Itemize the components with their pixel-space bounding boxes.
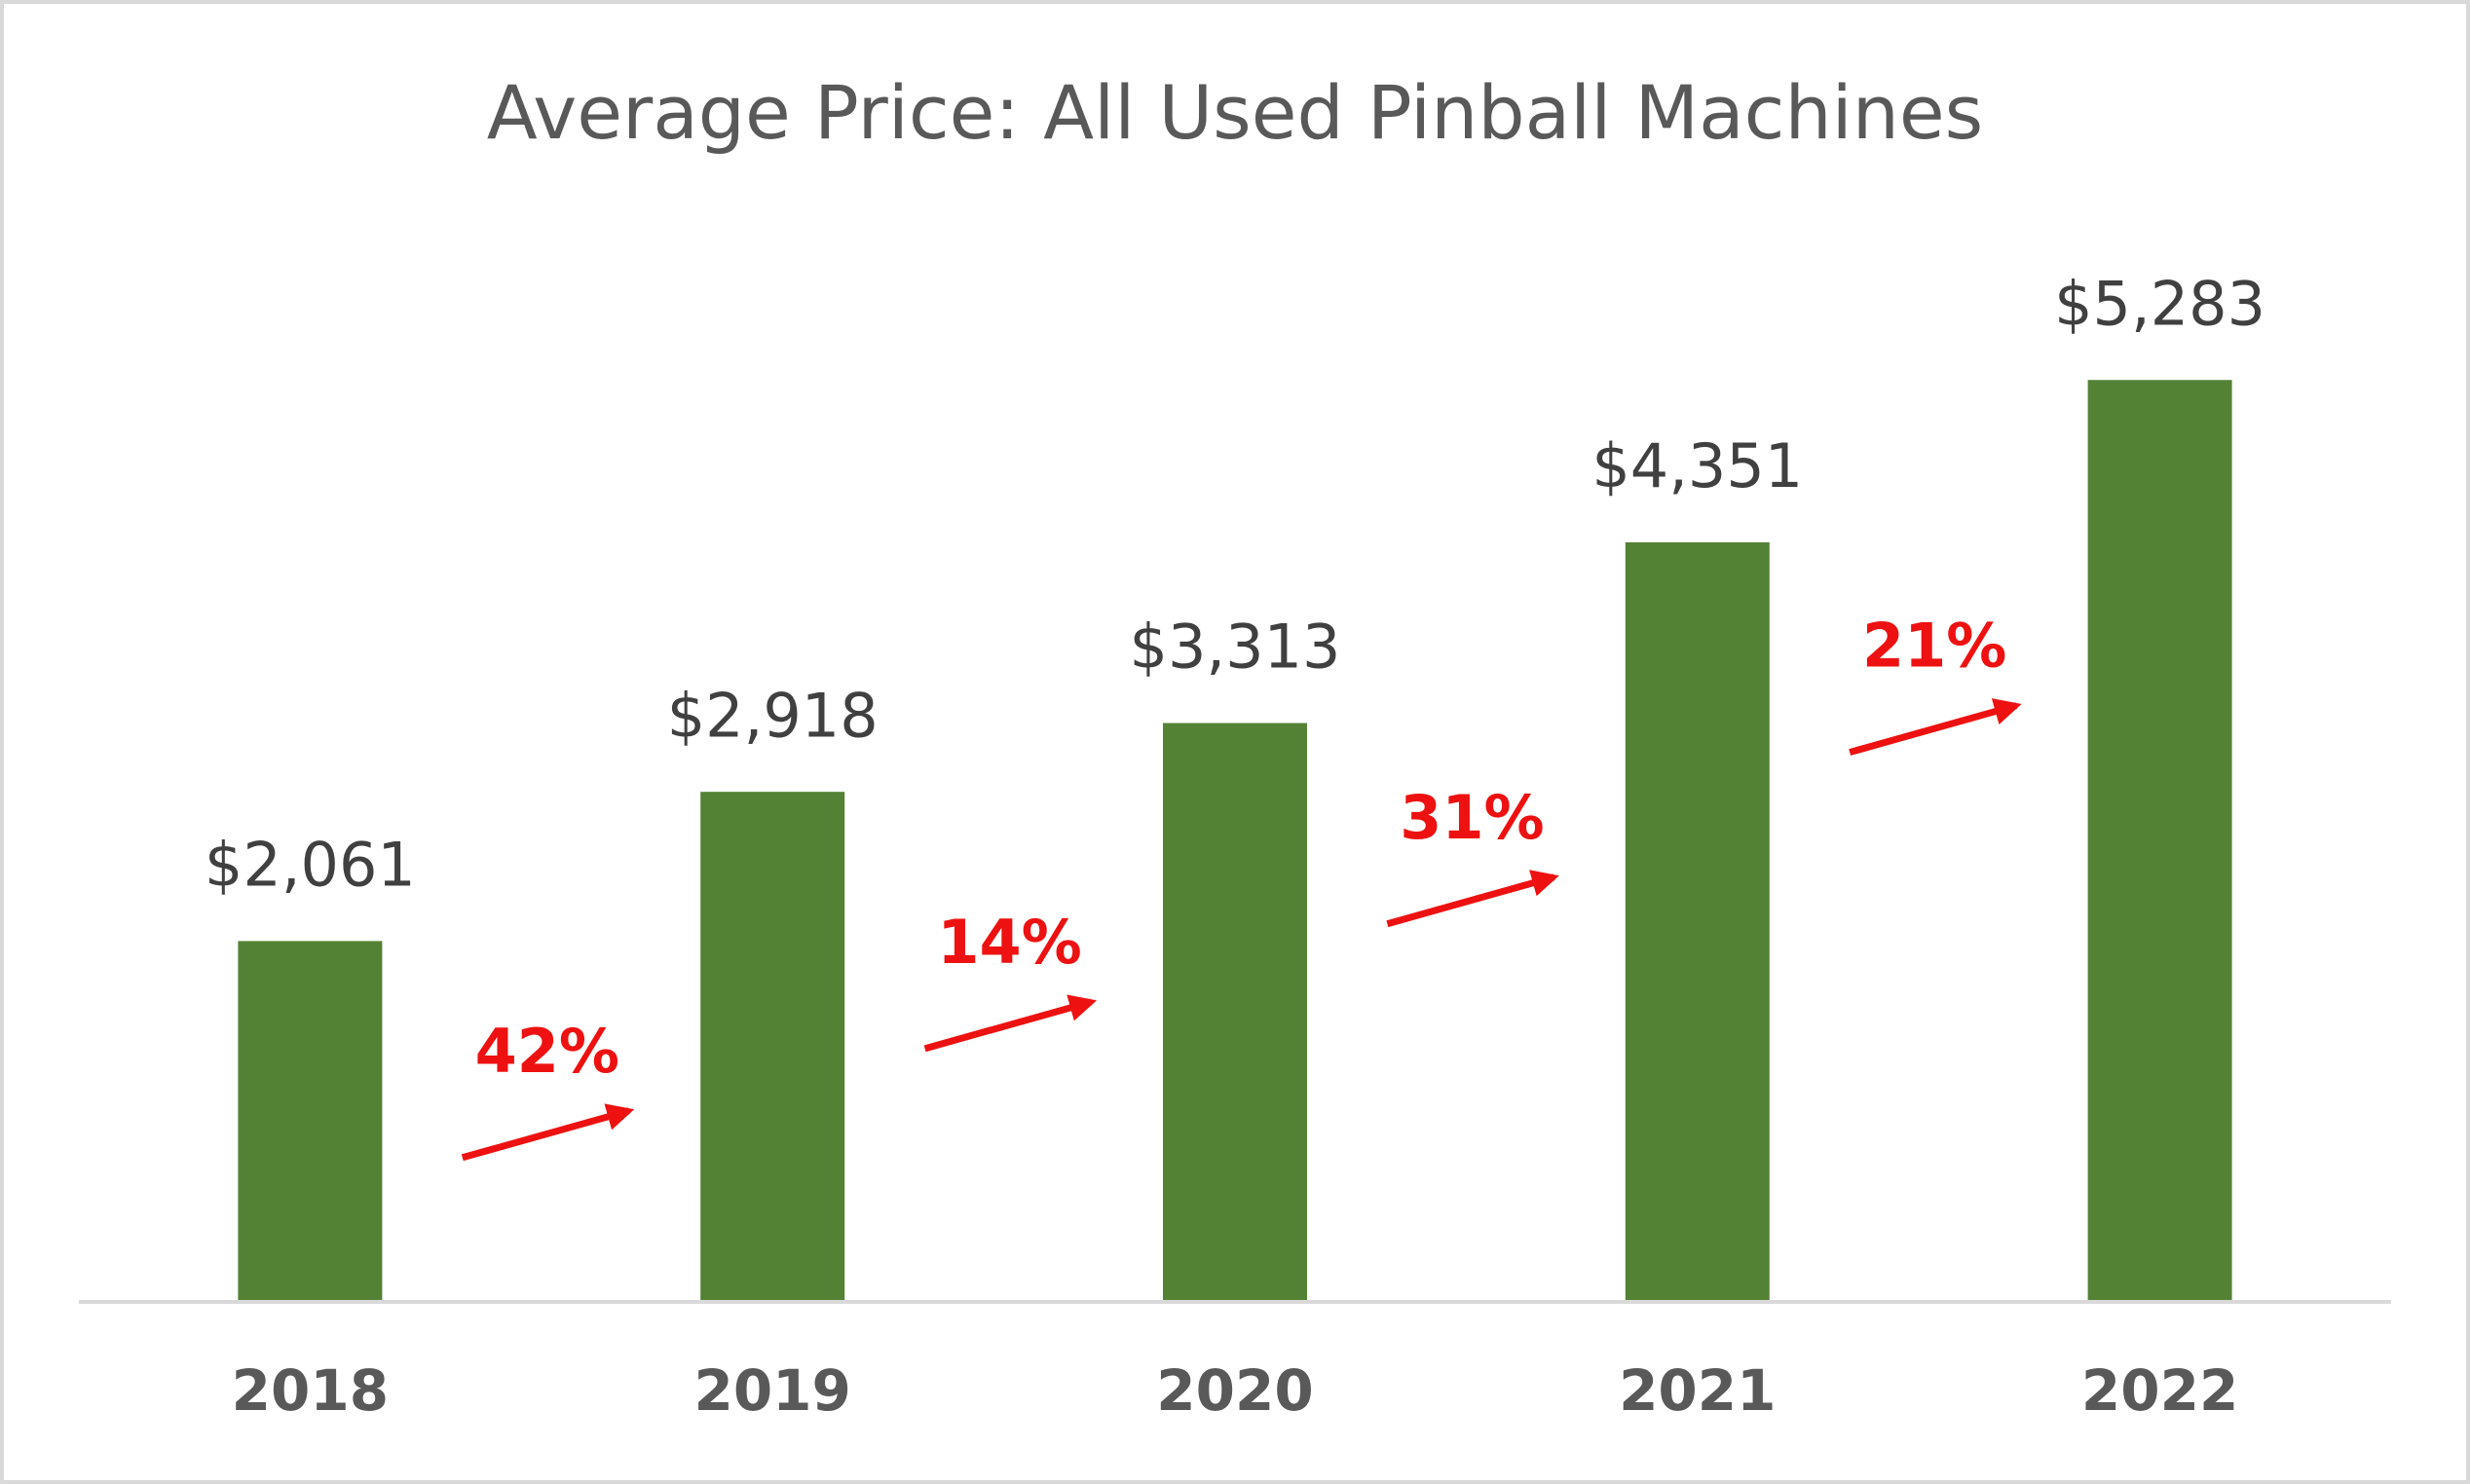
x-tick-label: 2020 xyxy=(1156,1357,1313,1424)
value-label: $5,283 xyxy=(2054,268,2265,339)
value-label: $3,313 xyxy=(1130,612,1341,683)
bar xyxy=(2087,380,2232,1300)
bar xyxy=(700,792,845,1300)
growth-arrow xyxy=(461,1103,635,1162)
growth-annotation: 21% xyxy=(1862,611,2006,682)
bar xyxy=(1163,723,1307,1300)
x-tick-label: 2021 xyxy=(1619,1357,1776,1424)
chart-title: Average Price: All Used Pinball Machines xyxy=(487,69,1984,156)
bar xyxy=(1625,541,1770,1300)
value-label: $2,061 xyxy=(205,830,416,901)
x-tick-label: 2018 xyxy=(232,1357,389,1424)
bar xyxy=(238,941,383,1300)
value-label: $2,918 xyxy=(667,680,879,751)
value-label: $4,351 xyxy=(1591,430,1803,501)
growth-annotation: 42% xyxy=(475,1016,619,1087)
growth-arrow xyxy=(1386,870,1559,928)
growth-annotation: 14% xyxy=(937,907,1081,978)
x-tick-label: 2022 xyxy=(2081,1357,2238,1424)
growth-arrow xyxy=(1849,698,2022,756)
x-tick-label: 2019 xyxy=(693,1357,850,1424)
growth-arrow xyxy=(923,994,1097,1053)
growth-annotation: 31% xyxy=(1400,782,1544,853)
